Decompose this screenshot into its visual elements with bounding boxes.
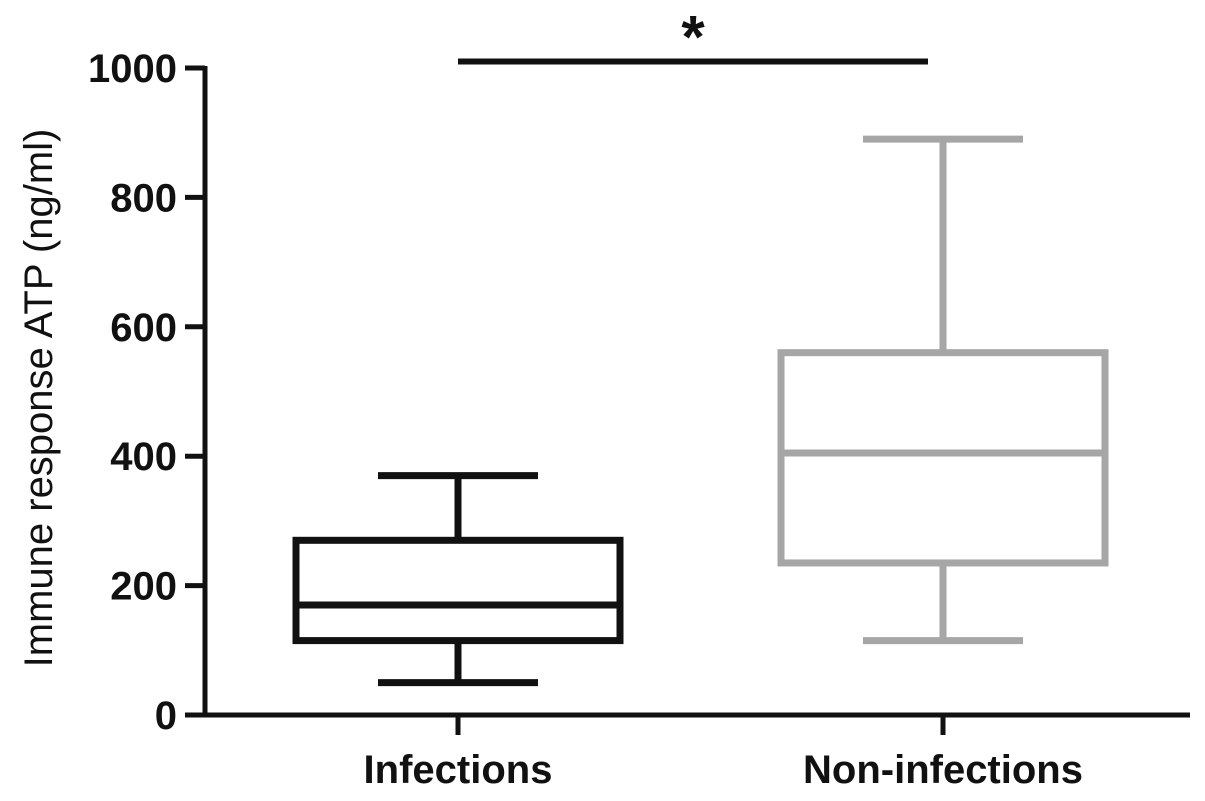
y-tick-label: 400	[110, 435, 177, 479]
box-non-infections	[777, 135, 1109, 645]
boxes	[292, 135, 1109, 687]
y-tick-label: 200	[110, 565, 177, 609]
box-infections	[292, 472, 624, 687]
x-tick-label: Infections	[364, 748, 553, 792]
y-axis-title: Immune response ATP (ng/ml)	[17, 129, 61, 668]
annotations: *	[458, 4, 928, 71]
x-tick-label: Non-infections	[803, 748, 1083, 792]
y-tick-label: 800	[110, 176, 177, 220]
iqr-box	[292, 536, 624, 645]
y-tick-label: 0	[155, 694, 177, 738]
iqr-box	[777, 349, 1109, 567]
axes: 0 200 400 600 800 1000 Infections Non-infection…	[88, 47, 1190, 792]
significance-star: *	[681, 4, 705, 71]
y-tick-label: 600	[110, 306, 177, 350]
y-tick-label: 1000	[88, 47, 177, 91]
